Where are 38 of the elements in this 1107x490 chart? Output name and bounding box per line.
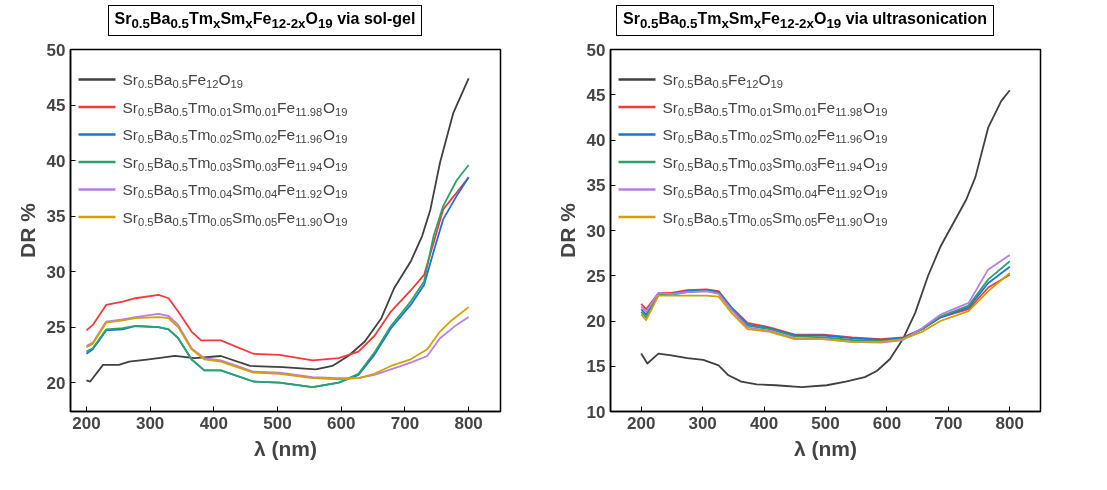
y-tick-label: 35 [46,207,66,227]
x-tick-label: 500 [811,413,840,433]
y-tick-label: 15 [586,357,606,377]
y-tick-label: 45 [586,85,606,105]
x-tick-label: 700 [390,413,420,433]
chart-title: Sr$_{0.5}$Ba$_{0.5}$Tm$_{x}$Sm$_{x}$Fe$_{12-2x}$O$_{19}$ via sol-gel [114,10,416,32]
x-axis-title: λ (nm) [254,436,317,460]
x-tick-label: 800 [995,413,1024,433]
y-tick-label: 20 [46,373,66,393]
x-tick-label: 200 [72,413,101,433]
y-tick-label: 40 [586,131,606,151]
line-series [85,77,470,383]
x-tick-label: 700 [934,413,963,433]
x-tick-label: 500 [263,413,292,433]
y-tick-label: 45 [46,96,66,116]
y-tick-label: 10 [586,402,606,422]
chart-title: Sr$_{0.5}$Ba$_{0.5}$Tm$_{x}$Sm$_{x}$Fe$_{12-2x}$O$_{19}$ via ultrasonication [622,10,988,32]
y-tick-label: 25 [46,318,66,338]
y-tick-label: 35 [586,176,606,196]
x-tick-label: 800 [454,413,483,433]
x-axis-title: λ (nm) [794,436,857,460]
x-tick-label: 400 [749,413,779,433]
y-tick-label: 25 [586,266,606,286]
y-axis-title: DR % [15,202,39,259]
x-tick-label: 600 [327,413,356,433]
y-tick-label: 50 [46,40,66,60]
y-tick-label: 30 [586,221,606,241]
line-series [640,89,1011,389]
y-tick-label: 50 [586,40,606,60]
y-tick-label: 30 [46,262,66,282]
x-tick-label: 300 [688,413,717,433]
y-axis-title: DR % [555,202,579,259]
x-tick-label: 200 [627,413,656,433]
x-tick-label: 400 [199,413,229,433]
x-tick-label: 300 [135,413,165,433]
x-tick-label: 600 [872,413,902,433]
y-tick-label: 20 [586,312,606,332]
y-tick-label: 40 [46,151,66,171]
